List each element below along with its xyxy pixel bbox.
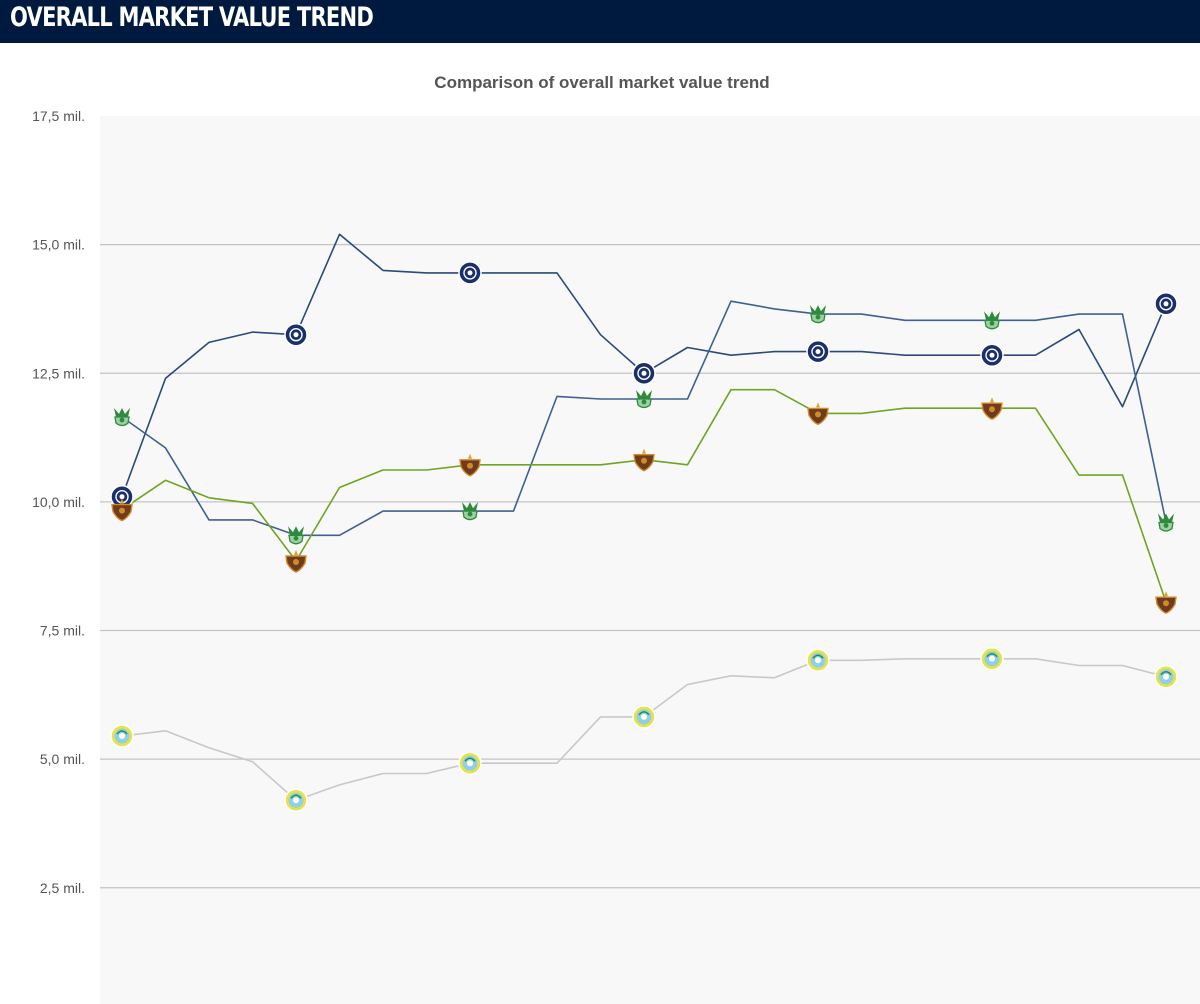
y-tick-label: 15,0 mil. [32,237,85,253]
yellow-crest-icon [458,751,482,775]
chart-title: Comparison of overall market value trend [434,73,769,92]
purple-crest-icon [1155,591,1177,614]
purple-crest-icon [981,397,1003,420]
yellow-crest-icon [284,788,308,813]
purple-crest-icon [111,498,133,522]
yellow-crest-icon [110,724,134,748]
y-tick-label: 2,5 mil. [40,880,85,896]
yellow-crest-icon [1154,665,1178,689]
market-value-chart: Comparison of overall market value trend… [32,73,1200,1004]
green-crest-icon [810,305,826,324]
navy-crest-icon [1154,292,1178,316]
section-title: OVERALL MARKET VALUE TREND [10,2,374,33]
purple-crest-icon [807,402,829,426]
purple-crest-icon [633,448,655,472]
navy-crest-icon [980,343,1004,367]
green-crest-icon [984,311,1000,330]
purple-crest-icon [285,550,307,573]
navy-crest-icon [632,361,656,386]
y-tick-label: 17,5 mil. [32,108,85,124]
green-crest-icon [1158,513,1174,532]
series-markers [110,261,1178,813]
navy-crest-icon [806,339,830,364]
green-crest-icon [636,390,652,409]
purple-crest-icon [459,453,481,477]
y-tick-label: 7,5 mil. [40,623,85,639]
yellow-crest-icon [632,705,656,729]
green-crest-icon [114,408,130,427]
yellow-crest-icon [980,647,1004,671]
y-axis-ticks: 2,5 mil. 5,0 mil. 7,5 mil. 10,0 mil. 12,5 mi… [32,108,85,896]
y-tick-label: 5,0 mil. [40,751,85,767]
navy-crest-icon [458,261,482,285]
plot-background [100,116,1200,1004]
y-tick-label: 10,0 mil. [32,494,85,510]
green-crest-icon [288,526,304,545]
yellow-crest-icon [806,648,830,673]
y-tick-label: 12,5 mil. [32,365,85,381]
navy-crest-icon [284,322,308,347]
section-header: OVERALL MARKET VALUE TREND [0,0,1200,43]
green-crest-icon [462,502,478,521]
